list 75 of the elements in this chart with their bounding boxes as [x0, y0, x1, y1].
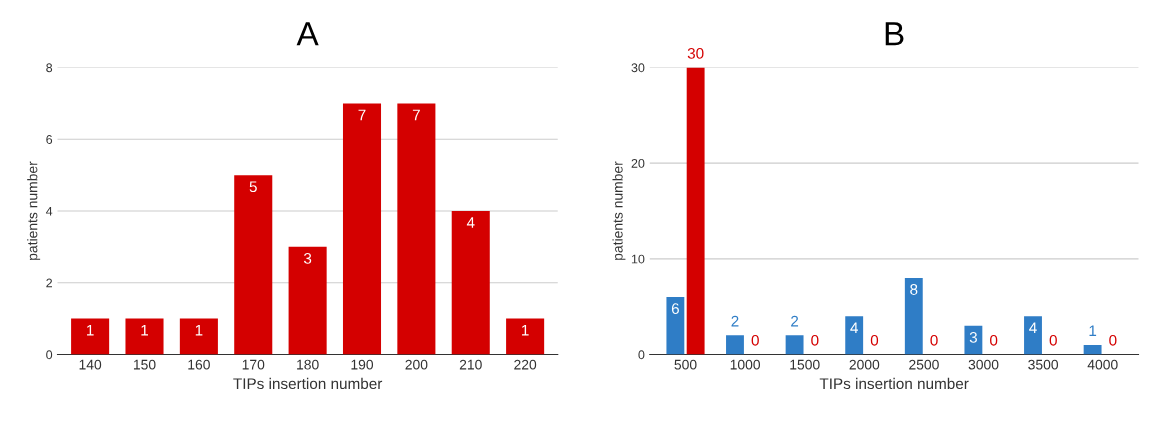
bar	[964, 325, 983, 355]
y-tick-label: 0	[638, 350, 645, 360]
x-tick-label: 3000	[968, 359, 999, 370]
data-label: 6	[671, 303, 679, 315]
bar	[726, 335, 744, 355]
y-tick-label: 4	[45, 206, 53, 216]
data-label: 0	[1049, 334, 1057, 346]
x-tick-label: 1000	[730, 359, 761, 370]
bar	[1024, 316, 1042, 355]
x-tick-label: 150	[133, 359, 156, 370]
data-label: 2	[731, 315, 739, 327]
data-label: 4	[850, 322, 858, 334]
bar	[234, 175, 273, 355]
x-tick-label: 190	[351, 359, 374, 370]
chart-title: A	[296, 22, 319, 46]
x-tick-label: 2500	[909, 359, 939, 370]
y-tick-label: 20	[631, 158, 645, 168]
chart-title: B	[885, 22, 904, 46]
data-label: 0	[870, 334, 879, 346]
y-tick-label: 30	[631, 63, 645, 73]
data-label: 7	[412, 109, 420, 121]
bar	[904, 277, 923, 355]
x-axis-title: TIPs insertion number	[819, 377, 969, 390]
y-axis-title: patients number	[27, 161, 41, 260]
data-label: 0	[751, 334, 759, 346]
x-tick-label: 170	[242, 359, 265, 370]
data-label: 1	[141, 324, 148, 336]
y-tick-label: 10	[631, 254, 645, 264]
data-label: 0	[811, 334, 819, 346]
bar	[785, 335, 804, 355]
x-tick-label: 1500	[790, 359, 820, 370]
data-label: 2	[791, 315, 799, 327]
data-label: 4	[1029, 322, 1037, 334]
x-tick-label: 4000	[1087, 359, 1118, 370]
data-label: 3	[303, 253, 312, 264]
x-tick-label: 180	[297, 359, 319, 370]
data-label: 1	[1089, 325, 1097, 337]
x-tick-label: 160	[188, 359, 210, 370]
y-tick-label: 8	[46, 63, 53, 73]
y-axis-title: patients number	[612, 161, 626, 260]
data-label: 0	[990, 334, 998, 346]
y-tick-label: 6	[46, 135, 53, 144]
data-label: 0	[1109, 334, 1117, 346]
data-label: 3	[969, 331, 977, 343]
bar	[451, 211, 490, 355]
bar	[342, 103, 382, 355]
bar	[666, 297, 685, 355]
bar	[71, 318, 110, 355]
data-label: 7	[358, 109, 366, 121]
x-tick-label: 200	[405, 359, 428, 370]
bar	[845, 316, 864, 355]
data-label: 0	[930, 334, 938, 346]
bar	[179, 318, 218, 355]
data-label: 30	[687, 47, 704, 59]
x-axis-title: TIPs insertion number	[233, 377, 383, 390]
data-label: 4	[466, 217, 475, 228]
bar	[686, 67, 705, 355]
bar	[288, 246, 327, 355]
x-tick-label: 500	[674, 359, 697, 370]
bar	[506, 318, 545, 355]
y-tick-label: 0	[46, 350, 53, 360]
data-label: 5	[249, 181, 257, 193]
x-tick-label: 220	[514, 359, 537, 370]
data-label: 1	[195, 324, 203, 336]
bar	[1083, 344, 1102, 355]
bar	[397, 103, 436, 355]
data-label: 1	[522, 324, 529, 336]
x-tick-label: 210	[459, 359, 482, 370]
x-tick-label: 140	[79, 359, 102, 370]
bar	[125, 318, 164, 355]
data-label: 1	[87, 324, 94, 336]
x-tick-label: 2000	[849, 359, 880, 370]
y-tick-label: 2	[46, 278, 53, 288]
x-tick-label: 3500	[1028, 359, 1059, 370]
data-label: 8	[910, 284, 918, 295]
